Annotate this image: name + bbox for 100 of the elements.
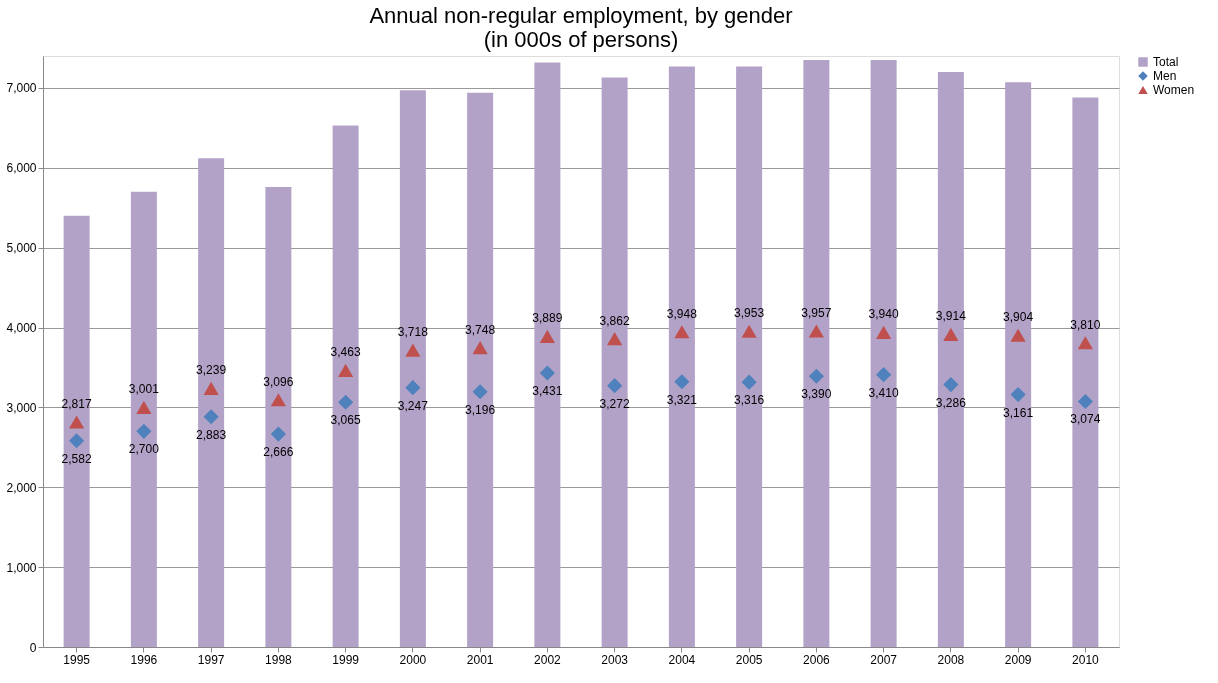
bar	[534, 62, 561, 647]
data-label: 2,582	[61, 451, 92, 466]
point	[539, 329, 555, 343]
point	[741, 324, 757, 338]
data-label: 3,410	[868, 385, 899, 400]
legend-label: Total	[1153, 55, 1179, 69]
bar	[1072, 97, 1099, 647]
data-label: 3,196	[465, 402, 496, 417]
y-tick-label: 7,000	[6, 81, 37, 96]
data-label: 2,666	[263, 445, 294, 460]
data-label: 2,817	[61, 397, 92, 412]
point	[876, 367, 892, 383]
data-label: 3,957	[801, 305, 832, 320]
y-tick-label: 4,000	[6, 321, 37, 336]
data-label: 2,700	[128, 442, 160, 457]
x-tick-label: 2007	[870, 652, 898, 667]
data-label: 3,940	[868, 307, 899, 322]
bar	[130, 191, 157, 647]
point	[808, 324, 824, 338]
x-tick-label: 2010	[1072, 652, 1100, 667]
point	[607, 331, 623, 346]
point	[203, 381, 219, 395]
data-label: 3,316	[734, 393, 765, 408]
data-label: 3,718	[397, 325, 429, 340]
data-label: 3,463	[330, 345, 361, 360]
bar	[601, 77, 628, 647]
point	[1010, 386, 1026, 403]
bar	[870, 59, 897, 647]
point	[808, 368, 824, 384]
data-label: 3,321	[666, 392, 698, 407]
y-tick-label: 0	[29, 640, 37, 655]
data-label: 3,161	[1003, 405, 1034, 420]
point	[338, 394, 354, 410]
point	[741, 374, 757, 390]
bar	[467, 92, 494, 647]
legend-label: Men	[1153, 69, 1177, 83]
point	[674, 374, 690, 390]
bar	[399, 90, 426, 647]
point	[607, 378, 623, 394]
x-tick-label: 2001	[466, 652, 494, 667]
data-label: 3,096	[263, 374, 294, 389]
data-label: 3,431	[532, 383, 563, 398]
data-label: 3,390	[801, 387, 832, 402]
data-label: 3,065	[330, 413, 361, 428]
point	[69, 415, 85, 429]
point	[943, 376, 959, 393]
point	[270, 393, 286, 407]
x-tick-label: 1999	[332, 652, 360, 667]
x-tick-label: 2005	[735, 652, 763, 667]
bar	[63, 215, 90, 647]
chart-title: Annual non-regular employment, by gender (in 000s of persons)	[369, 3, 793, 52]
bar	[265, 186, 292, 647]
y-tick-label: 6,000	[6, 161, 37, 176]
data-label: 2,883	[196, 427, 227, 442]
point	[1077, 336, 1093, 350]
point	[69, 433, 85, 449]
data-label: 3,074	[1070, 412, 1101, 427]
data-label: 3,904	[1003, 310, 1034, 325]
point	[1010, 328, 1026, 342]
point	[876, 325, 892, 339]
point	[405, 380, 421, 396]
data-label: 3,239	[196, 363, 227, 378]
bar	[668, 66, 695, 647]
data-label: 3,247	[397, 398, 429, 413]
x-tick-label: 2000	[399, 652, 427, 667]
point	[136, 423, 152, 439]
point	[472, 384, 488, 400]
x-tick-label: 2003	[601, 652, 629, 667]
x-tick-label: 1996	[130, 652, 158, 667]
point	[405, 343, 421, 357]
x-tick-label: 2008	[937, 652, 965, 667]
x-tick-label: 1998	[265, 652, 293, 667]
point	[136, 400, 152, 414]
data-label: 3,001	[128, 382, 160, 397]
y-tick-label: 2,000	[6, 480, 37, 495]
x-tick-label: 1997	[197, 652, 225, 667]
point	[338, 363, 354, 377]
y-tick-label: 1,000	[6, 560, 37, 575]
point	[203, 409, 219, 425]
y-tick-label: 3,000	[6, 400, 37, 415]
data-label: 3,748	[465, 322, 496, 337]
point	[674, 325, 690, 339]
data-label: 3,953	[734, 306, 765, 321]
point	[943, 327, 959, 341]
data-label: 3,889	[532, 311, 563, 326]
point	[539, 365, 555, 381]
point	[1077, 393, 1093, 410]
bar	[332, 125, 359, 647]
x-tick-label: 2004	[668, 652, 696, 667]
bar	[1005, 82, 1032, 647]
bar	[736, 66, 763, 647]
y-tick-label: 5,000	[6, 241, 37, 256]
data-label: 3,810	[1070, 317, 1101, 332]
x-tick-label: 1995	[63, 652, 91, 667]
data-label: 3,914	[935, 309, 967, 324]
bar	[198, 158, 225, 647]
bar	[803, 59, 830, 647]
point	[270, 426, 286, 442]
data-label: 3,948	[666, 306, 698, 321]
legend-label: Women	[1153, 83, 1195, 97]
